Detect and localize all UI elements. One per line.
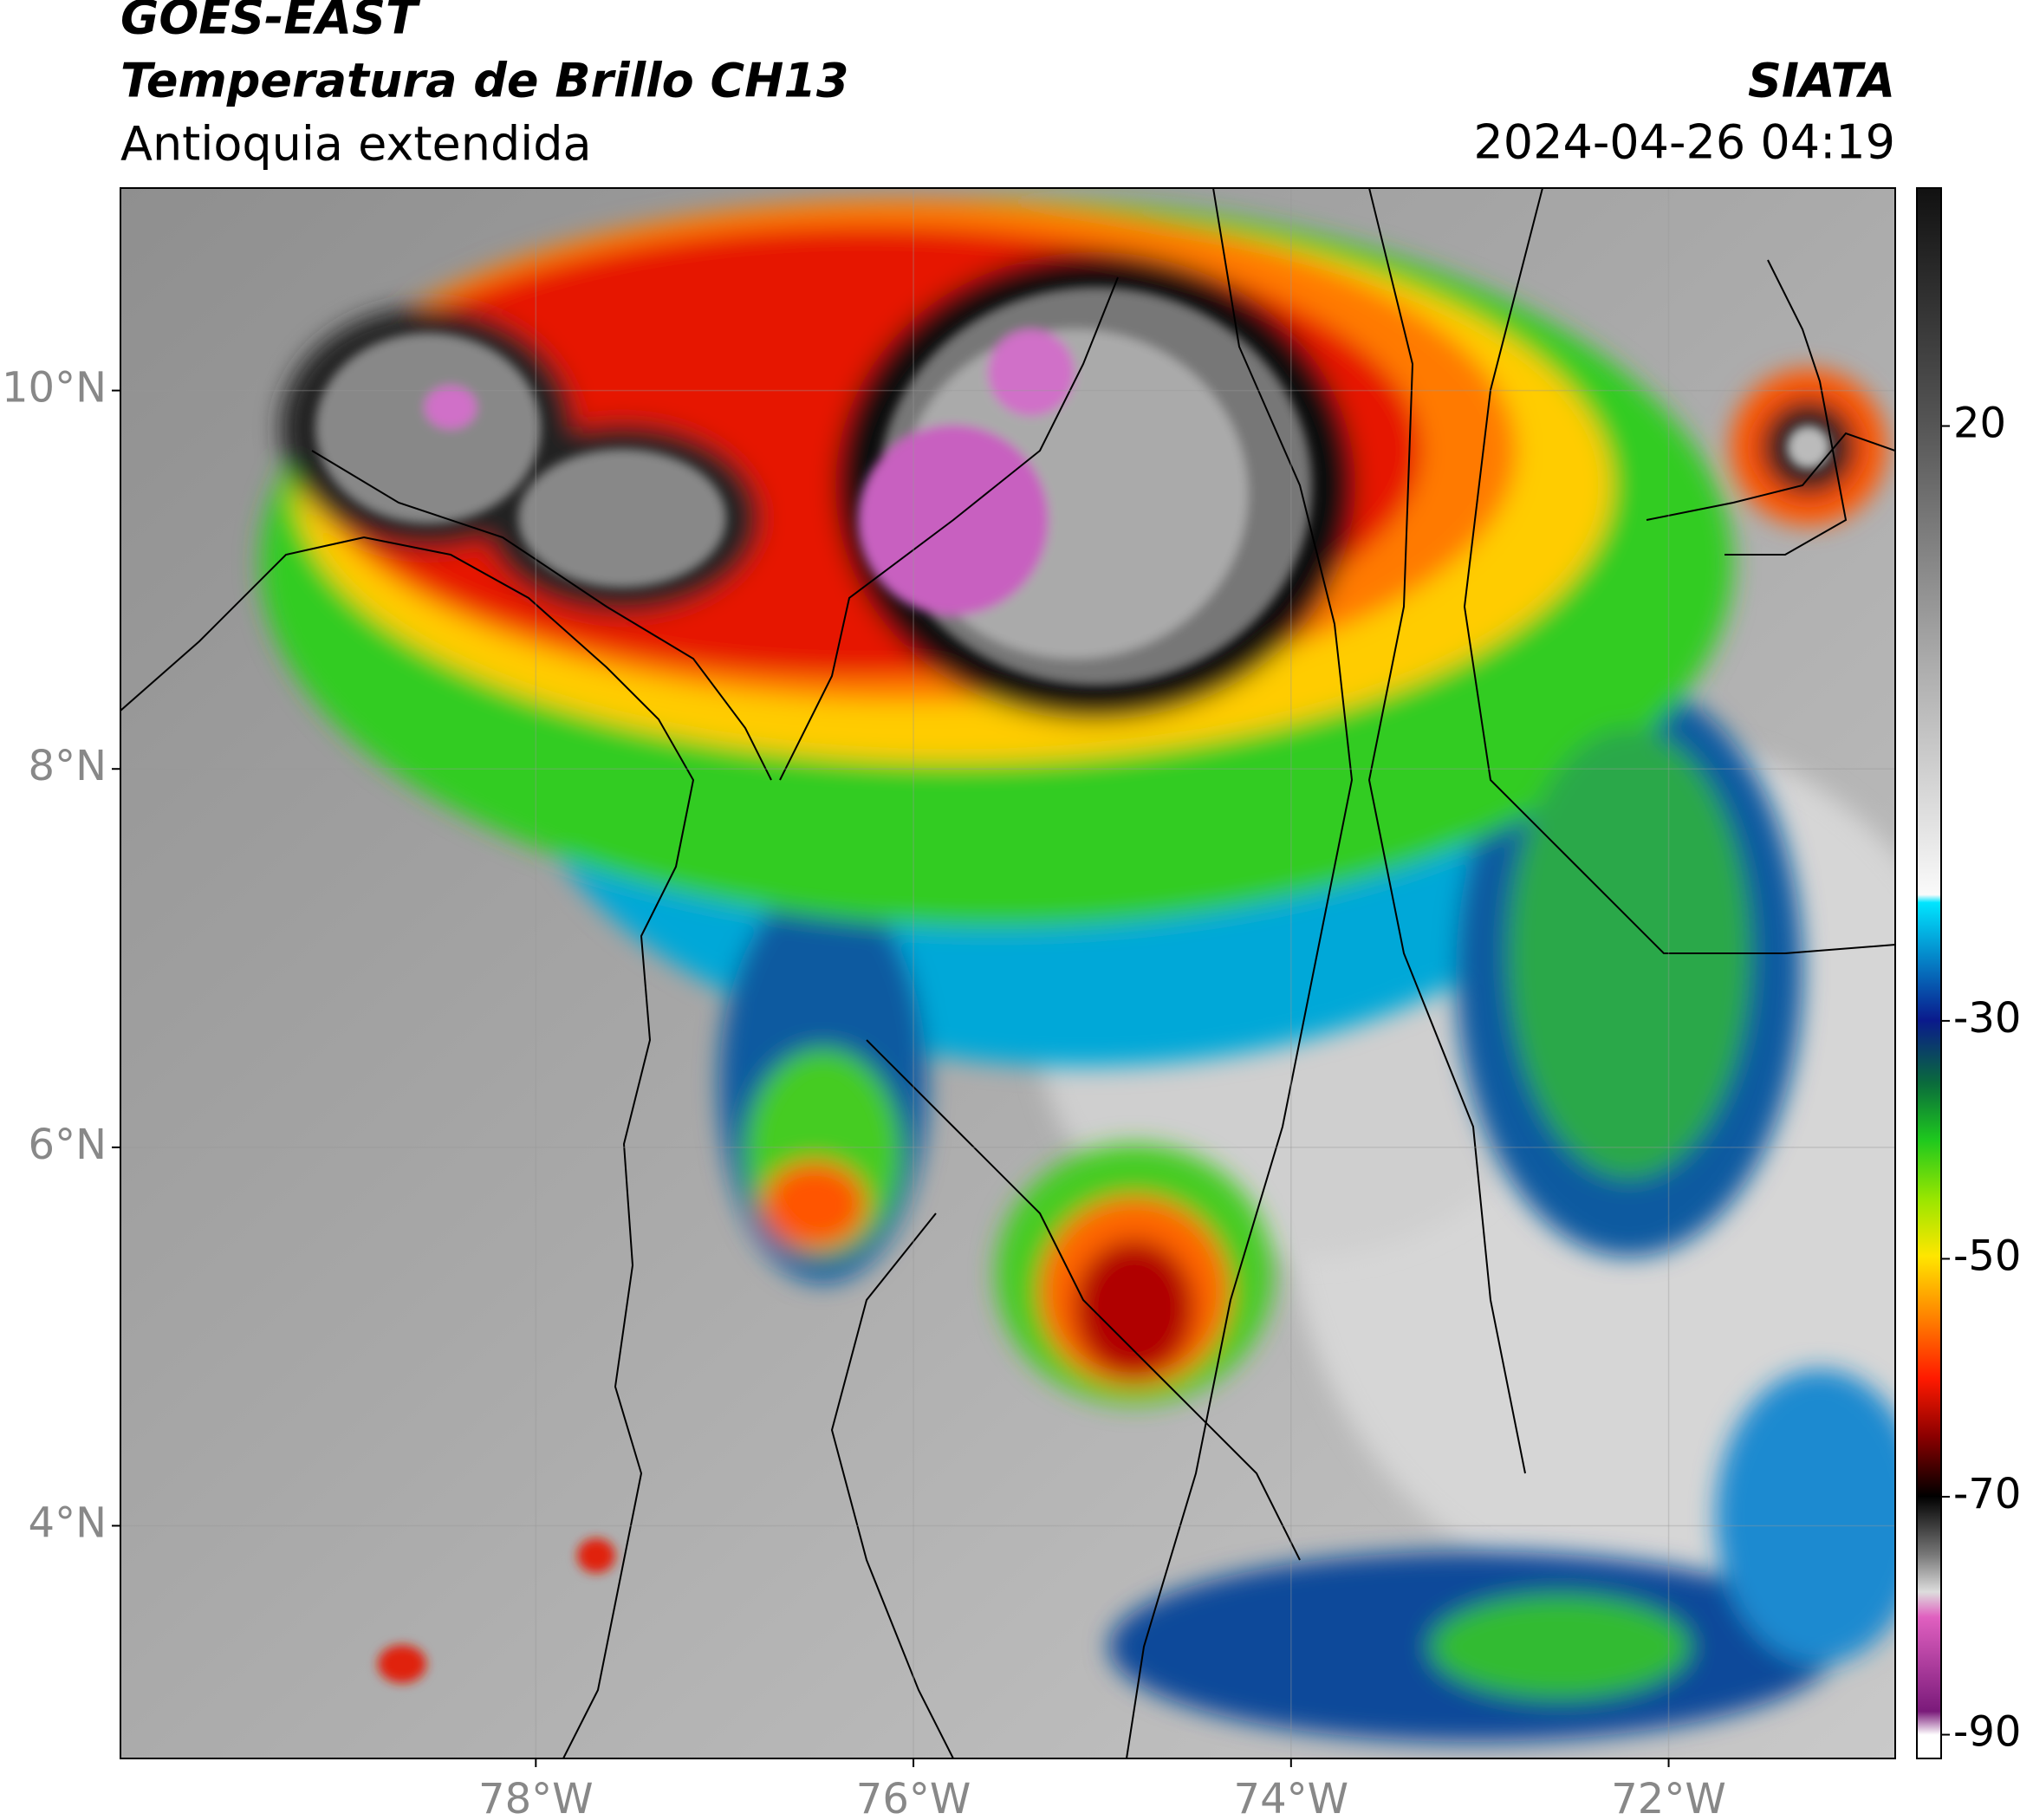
x-tick-label: 74°W: [1234, 1775, 1349, 1820]
datetime: 2024-04-26 04:19: [1473, 115, 1895, 170]
colorbar-tick-label: -90: [1953, 1708, 2021, 1757]
x-tick-label: 72°W: [1611, 1775, 1726, 1820]
x-tick-label: 76°W: [856, 1775, 971, 1820]
colorbar-tick-label: -30: [1953, 994, 2021, 1043]
colorbar-tick-label: 20: [1953, 400, 2006, 448]
colorbar: [1916, 187, 1942, 1759]
colorbar-tick-label: -50: [1953, 1232, 2021, 1280]
region: Antioquia extendida: [120, 117, 592, 172]
title: Temperatura de Brillo CH13: [120, 54, 849, 108]
satellite-image: [120, 188, 1895, 1758]
y-tick-label: 10°N: [2, 364, 107, 413]
map-frame: [120, 187, 1896, 1759]
y-tick-label: 6°N: [29, 1121, 107, 1169]
source: GOES-EAST: [120, 0, 421, 45]
y-tick-label: 8°N: [29, 742, 107, 790]
map-grid: [120, 188, 1895, 1758]
y-tick-label: 4°N: [29, 1498, 107, 1547]
agency: SIATA: [1748, 54, 1895, 108]
x-tick-label: 78°W: [478, 1775, 594, 1820]
colorbar-tick-label: -70: [1953, 1470, 2021, 1518]
